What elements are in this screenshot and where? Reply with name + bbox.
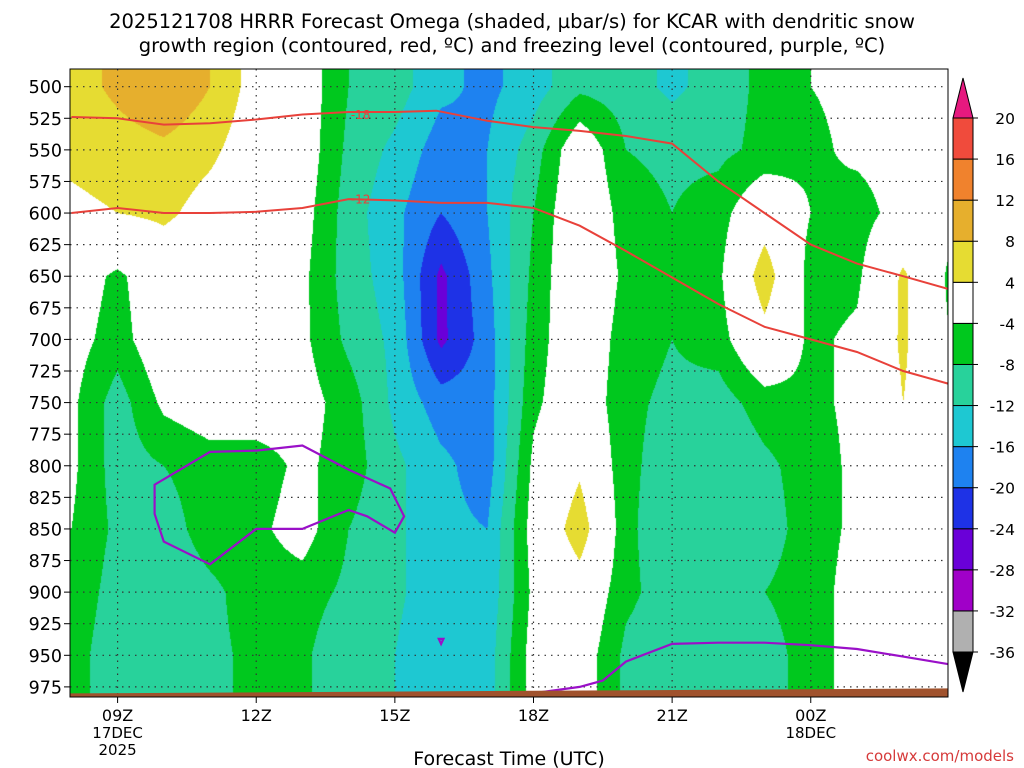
colorbar-bin-4 xyxy=(952,240,974,283)
dendritic-contour-2 xyxy=(71,198,948,385)
x-tick-date-00Z: 18DEC xyxy=(785,724,836,742)
colorbar-label--28: -28 xyxy=(990,562,1015,580)
freezing-level-contour-1 xyxy=(153,444,406,566)
colorbar-bin--8 xyxy=(952,322,974,365)
y-tick-label-700: 700 xyxy=(29,331,62,351)
plot-area: -18 -12 xyxy=(70,69,948,697)
y-tick-label-625: 625 xyxy=(29,236,62,256)
y-tick-label-725: 725 xyxy=(29,362,62,382)
x-tick-label-21Z: 21Z xyxy=(656,706,687,725)
pressure-axis: 500 525 550 575 600 625 650 675 700 725 750 775 800 8… xyxy=(29,78,70,698)
y-tick-label-950: 950 xyxy=(29,647,62,667)
colorbar-label--16: -16 xyxy=(990,439,1015,457)
colorbar-label-12: 12 xyxy=(995,192,1015,210)
dendritic-contour-1 xyxy=(71,109,948,290)
chart-title-line2: growth region (contoured, red, ºC) and f… xyxy=(139,34,886,57)
y-tick-label-500: 500 xyxy=(29,78,62,98)
colorbar-bin--4 xyxy=(952,281,974,324)
freezing-level-contour-2 xyxy=(533,641,948,695)
y-tick-label-600: 600 xyxy=(29,205,62,225)
ground-terrain xyxy=(70,688,948,697)
y-tick-label-525: 525 xyxy=(29,110,62,130)
colorbar-bin--36 xyxy=(952,610,974,653)
colorbar-bin--24 xyxy=(952,487,974,530)
dendritic-growth-contours: -18 -12 xyxy=(71,108,948,385)
colorbar-above-triangle xyxy=(952,77,974,119)
y-tick-label-575: 575 xyxy=(29,173,62,193)
colorbar-below-triangle xyxy=(952,651,974,693)
y-tick-label-750: 750 xyxy=(29,394,62,414)
x-tick-label-12Z: 12Z xyxy=(241,706,272,725)
y-tick-label-650: 650 xyxy=(29,268,62,288)
colorbar-label--24: -24 xyxy=(990,521,1015,539)
plot-frame xyxy=(69,68,949,698)
colorbar-bin-16 xyxy=(952,117,974,160)
y-tick-label-550: 550 xyxy=(29,141,62,161)
x-tick-date-09Z: 17DEC xyxy=(92,724,143,742)
y-tick-label-675: 675 xyxy=(29,299,62,319)
x-tick-label-09Z: 09Z xyxy=(102,706,133,725)
y-tick-label-775: 775 xyxy=(29,426,62,446)
colorbar-bin-12 xyxy=(952,158,974,201)
colorbar-bin--32 xyxy=(952,569,974,612)
chart-title-line1: 2025121708 HRRR Forecast Omega (shaded, … xyxy=(109,10,915,33)
y-tick-label-825: 825 xyxy=(29,489,62,509)
x-axis-label: Forecast Time (UTC) xyxy=(413,748,604,768)
x-tick-label-18Z: 18Z xyxy=(518,706,549,725)
colorbar-bin--28 xyxy=(952,528,974,571)
colorbar-label--20: -20 xyxy=(990,480,1015,498)
x-tick-label-15Z: 15Z xyxy=(379,706,410,725)
colorbar-bin-8 xyxy=(952,199,974,242)
colorbar-bin--16 xyxy=(952,405,974,448)
y-tick-label-925: 925 xyxy=(29,615,62,635)
y-tick-label-800: 800 xyxy=(29,457,62,477)
colorbar-label--32: -32 xyxy=(990,603,1015,621)
colorbar-label-20: 20 xyxy=(995,110,1015,128)
freezing-level-contour-3 xyxy=(437,637,446,647)
y-tick-label-875: 875 xyxy=(29,552,62,572)
omega-shading xyxy=(70,69,948,697)
y-tick-label-975: 975 xyxy=(29,678,62,698)
y-tick-label-850: 850 xyxy=(29,520,62,540)
colorbar-label--4: -4 xyxy=(1000,315,1015,333)
colorbar-label--36: -36 xyxy=(990,644,1015,662)
colorbar-label--12: -12 xyxy=(990,398,1015,416)
colorbar-bin--20 xyxy=(952,446,974,489)
dendritic-contour-label-1: -18 xyxy=(351,108,371,122)
x-tick-year-09Z: 2025 xyxy=(99,741,137,759)
grid-lines xyxy=(70,69,948,697)
freezing-level-contours xyxy=(153,444,948,695)
x-tick-label-00Z: 00Z xyxy=(795,706,826,725)
dendritic-contour-label-2: -12 xyxy=(351,193,371,207)
colorbar-label-4: 4 xyxy=(1005,274,1015,292)
source-credit[interactable]: coolwx.com/models xyxy=(866,747,1014,765)
y-tick-label-900: 900 xyxy=(29,584,62,604)
colorbar: -36 -32 -28 -24 -20 -16 -12 -8 -4 4 8 12 16 20 xyxy=(952,77,1015,693)
colorbar-bin--12 xyxy=(952,363,974,407)
colorbar-label-8: 8 xyxy=(1005,233,1015,251)
colorbar-label-16: 16 xyxy=(995,151,1015,169)
colorbar-label--8: -8 xyxy=(1000,356,1015,374)
